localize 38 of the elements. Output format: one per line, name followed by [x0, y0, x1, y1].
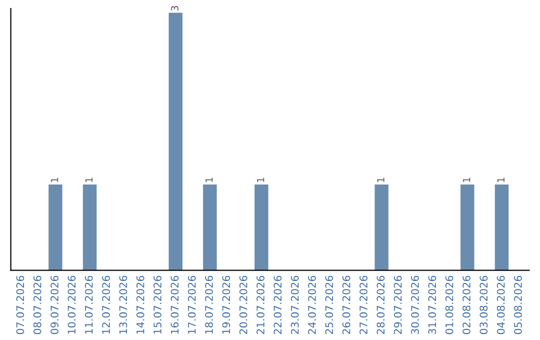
data-label: 1: [51, 178, 58, 182]
x-tick-label: 04.08.2026: [496, 276, 505, 334]
x-tick-label: 27.07.2026: [360, 276, 368, 334]
data-label: 3: [171, 6, 178, 11]
x-tick-label: 15.07.2026: [154, 276, 162, 334]
x-tick-label: 14.07.2026: [136, 276, 144, 334]
x-tick-label: 10.07.2026: [68, 276, 76, 334]
x-tick-label: 31.07.2026: [428, 276, 436, 334]
data-label: 1: [377, 178, 384, 182]
x-tick-label: 19.07.2026: [222, 276, 230, 334]
x-tick-label: 26.07.2026: [342, 276, 350, 334]
data-label: 1: [497, 178, 504, 182]
x-tick-label: 13.07.2026: [119, 276, 128, 334]
data-label: 1: [257, 178, 264, 182]
x-tick-label: 24.07.2026: [308, 276, 316, 334]
x-tick-label: 07.07.2026: [16, 276, 24, 334]
x-tick-label: 11.07.2026: [84, 276, 93, 334]
x-tick-label: 20.07.2026: [239, 276, 248, 334]
x-tick-label: 23.07.2026: [290, 276, 299, 334]
x-tick-label: 17.07.2026: [188, 276, 196, 334]
x-tick-label: 22.07.2026: [274, 276, 282, 334]
x-tick-label: 05.08.2026: [514, 276, 522, 334]
x-tick-label: 16.07.2026: [170, 276, 179, 334]
x-tick-label: 03.08.2026: [480, 276, 488, 334]
x-tick-label: 01.08.2026: [445, 276, 454, 334]
x-tick-label: 09.07.2026: [50, 276, 58, 334]
x-tick-label: 30.07.2026: [411, 276, 419, 334]
x-tick-label: 25.07.2026: [325, 276, 334, 334]
data-label: 1: [85, 178, 92, 182]
x-tick-label: 29.07.2026: [394, 276, 402, 334]
data-label: 1: [206, 178, 213, 182]
x-tick-label: 21.07.2026: [256, 276, 264, 334]
x-tick-label: 28.07.2026: [376, 276, 385, 334]
x-tick-label: 08.07.2026: [33, 276, 42, 334]
x-tick-label: 02.08.2026: [462, 276, 470, 334]
x-tick-label: 18.07.2026: [205, 276, 213, 334]
x-tick-label: 12.07.2026: [102, 276, 110, 334]
data-label: 1: [463, 178, 470, 182]
